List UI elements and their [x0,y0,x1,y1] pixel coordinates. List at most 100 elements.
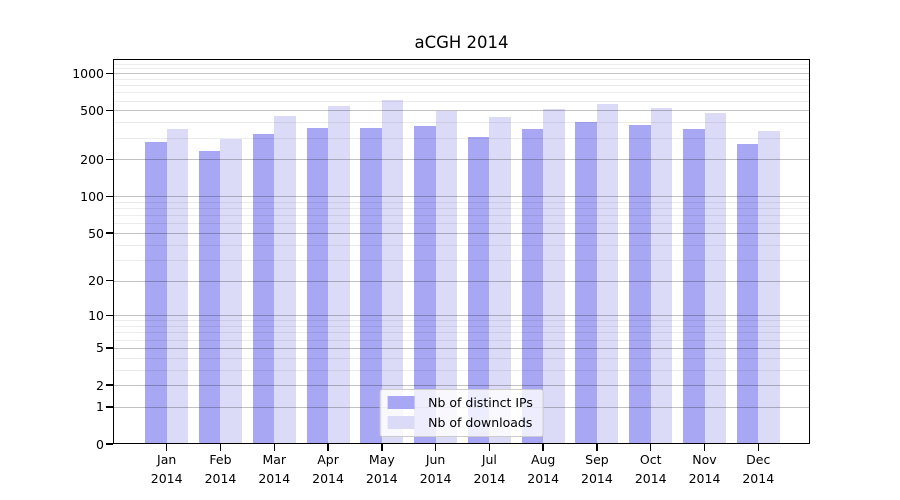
x-label-month: Dec [746,452,771,467]
y-tick [106,232,113,234]
x-tick [596,444,598,451]
x-label-year: 2014 [634,470,667,486]
bar-downloads-jun [435,110,458,444]
gridline-minor [113,63,810,65]
bar-downloads-apr [328,105,350,444]
gridline-minor [113,244,810,246]
bar-downloads-aug [543,108,565,444]
x-tick-label-mar: Mar 2014 [242,451,306,488]
x-label-month: Oct [639,452,662,467]
x-label-year: 2014 [150,470,183,486]
bar-downloads-dec [758,130,780,444]
x-label-year: 2014 [204,470,237,486]
y-tick-label: 500 [80,102,104,118]
x-tick-label-feb: Feb 2014 [188,451,252,488]
gridline-major [113,280,810,282]
x-label-month: Aug [530,452,556,467]
bar-distinct-ips-dec [736,143,759,444]
x-tick-label-jan: Jan 2014 [135,451,199,488]
legend-label-downloads: Nb of downloads [428,415,533,430]
x-tick [434,444,437,451]
gridline-minor [113,201,810,203]
x-tick [703,444,706,451]
x-label-year: 2014 [688,470,721,486]
y-tick-label: 50 [88,225,104,241]
gridline-minor [113,92,810,94]
bar-downloads-jan [166,129,189,444]
y-tick-label: 100 [80,188,104,204]
gridline-minor [113,122,810,124]
x-tick [165,444,168,451]
bar-downloads-mar [274,115,296,444]
y-tick [106,158,113,161]
gridline-major [113,385,810,387]
y-tick-label: 2 [96,377,104,393]
x-tick-label-aug: Aug 2014 [511,451,575,488]
legend: Nb of distinct IPs Nb of downloads [379,389,544,437]
legend-entry-distinct-ips: Nb of distinct IPs [387,395,533,410]
x-label-month: Jan [157,452,177,467]
y-tick-label: 10 [88,307,104,323]
x-tick-label-sep: Sep 2014 [565,451,629,488]
x-label-month: Feb [209,452,232,467]
y-tick [106,195,113,198]
gridline-major [113,196,810,198]
bar-distinct-ips-mar [252,134,275,444]
y-tick-label: 200 [80,151,104,167]
bar-distinct-ips-oct [629,125,651,444]
y-tick [106,314,113,317]
legend-swatch-distinct-ips-icon [387,396,415,409]
x-tick-label-jun: Jun 2014 [404,451,468,488]
x-tick [381,444,383,451]
x-label-month: Jul [481,452,497,467]
x-label-year: 2014 [742,470,775,486]
y-tick-label: 1 [96,399,104,415]
bar-distinct-ips-jan [145,141,167,444]
gridline-major [113,315,810,317]
legend-entry-downloads: Nb of downloads [387,415,533,430]
x-tick-label-apr: Apr 2014 [296,451,360,488]
x-tick-label-jul: Jul 2014 [457,451,521,488]
x-label-year: 2014 [258,470,291,486]
x-label-month: Sep [585,452,609,467]
bar-distinct-ips-may [360,127,382,444]
gridline-minor [113,137,810,139]
x-label-month: Apr [317,452,339,467]
y-tick [106,347,113,349]
x-label-year: 2014 [527,470,560,486]
x-tick-label-dec: Dec 2014 [726,451,790,488]
x-label-month: May [368,452,395,467]
bar-downloads-oct [650,107,673,444]
x-tick [757,444,760,451]
gridline-minor [113,215,810,217]
x-tick [219,444,222,451]
gridline-minor [113,320,810,322]
bar-distinct-ips-jul [467,136,490,444]
gridline-minor [113,326,810,328]
y-tick [106,72,113,75]
gridline-major [113,73,810,75]
legend-swatch-downloads-icon [387,416,415,429]
x-label-year: 2014 [473,470,506,486]
gridline-minor [113,369,810,371]
gridline-minor [113,78,810,80]
x-label-year: 2014 [312,470,344,486]
gridline-minor [113,100,810,102]
gridline-minor [113,85,810,87]
gridline-minor [113,223,810,225]
x-label-month: Nov [692,452,717,467]
y-tick-label: 1000 [72,65,104,81]
y-tick [106,443,113,445]
gridline-major [113,347,810,349]
bar-distinct-ips-aug [521,129,544,444]
y-tick [106,279,113,282]
gridline-minor [113,259,810,261]
gridline-minor [113,357,810,359]
y-tick-label: 0 [96,436,104,452]
bar-downloads-may [381,99,404,444]
x-tick [488,444,491,451]
legend-label-distinct-ips: Nb of distinct IPs [428,395,533,410]
bar-distinct-ips-jun [414,125,436,444]
x-tick [649,444,652,451]
